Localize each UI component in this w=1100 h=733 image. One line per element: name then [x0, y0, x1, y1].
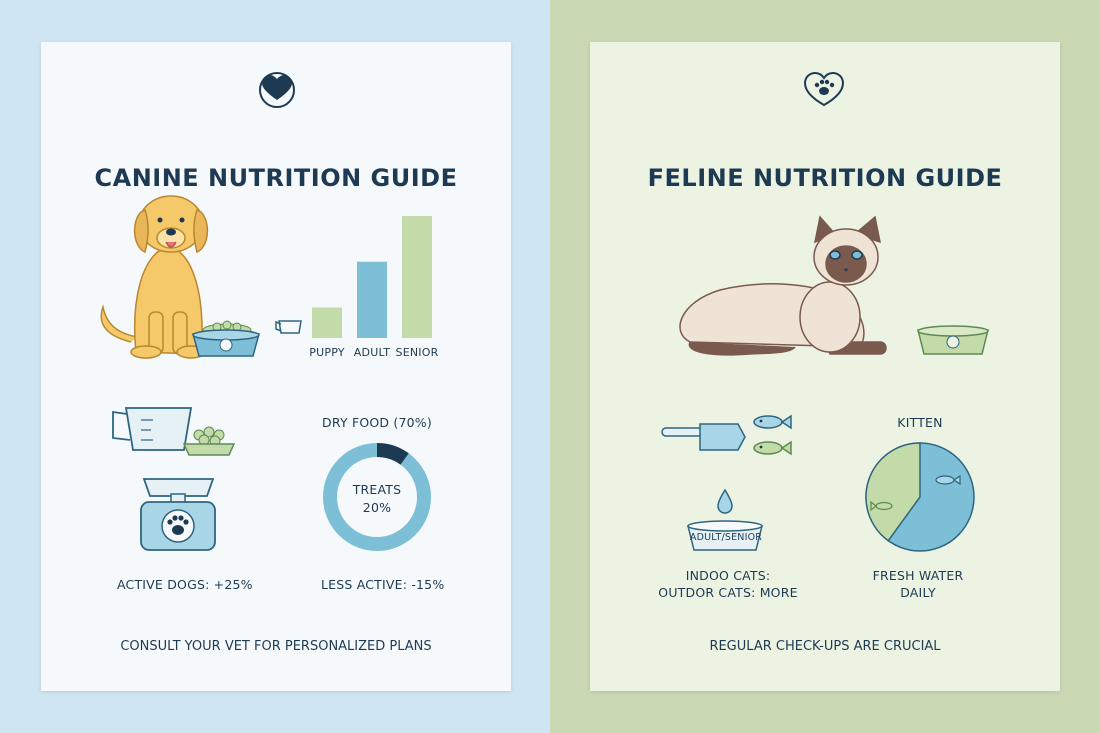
donut-segment-dark [376, 443, 409, 465]
measuring-cup-small-icon [275, 320, 302, 334]
bar-adult [357, 261, 387, 338]
food-donut-chart [323, 443, 431, 551]
cat-bowl-icon [917, 325, 989, 355]
less-active-label: LESS ACTIVE: -15% [321, 577, 445, 592]
fish-icon [753, 414, 792, 430]
bar-puppy [312, 307, 342, 338]
bar-label-adult: ADULT [353, 346, 391, 359]
canine-title: CANINE NUTRITION GUIDE [94, 164, 458, 192]
bar-label-senior: SENIOR [395, 346, 439, 359]
food-scoop-icon [661, 423, 746, 451]
active-dogs-label: ACTIVE DOGS: +25% [117, 577, 253, 592]
heart-paw-icon [803, 71, 845, 107]
fresh-water-daily-label: DAILY [900, 585, 936, 600]
bar-senior [402, 216, 432, 338]
feline-footer: REGULAR CHECK-UPS ARE CRUCIAL [709, 639, 941, 654]
fish-icon [753, 440, 792, 456]
pie-segment-green [865, 442, 921, 542]
heart-icon [259, 72, 295, 108]
feline-title: FELINE NUTRITION GUIDE [647, 164, 1003, 192]
water-drop-icon [717, 488, 733, 514]
outdoor-cats-label: OUTDOR CATS: MORE [658, 585, 798, 600]
canine-guide-card: CANINE NUTRITION GUIDE PUPPY ADULT SENIOR … [41, 42, 511, 691]
canine-footer: CONSULT YOUR VET FOR PERSONALIZED PLANS [120, 639, 432, 654]
food-scale-icon [140, 478, 216, 551]
dog-bowl-icon [192, 320, 260, 357]
pie-top-label: KITTEN [897, 415, 943, 430]
kibble-dish-icon [182, 426, 236, 456]
measuring-cup-icon [112, 407, 193, 451]
indoor-cats-label: INDOO CATS: [685, 568, 771, 583]
adult-senior-bowl-icon [687, 520, 763, 551]
donut-center-label: TREATS [352, 482, 402, 497]
donut-top-label: DRY FOOD (70%) [322, 415, 432, 430]
donut-center-value: 20% [362, 500, 392, 515]
kitten-pie-chart [865, 442, 975, 552]
fish-icon [870, 500, 893, 512]
bar-label-puppy: PUPPY [309, 346, 345, 359]
portion-bar-chart [312, 216, 432, 338]
cat-illustration [679, 215, 887, 356]
fish-icon [935, 474, 961, 486]
fresh-water-label: FRESH WATER [872, 568, 964, 583]
bowl-label: ADULT/SENIOR [689, 532, 763, 543]
dog-illustration [100, 195, 209, 359]
feline-guide-card: FELINE NUTRITION GUIDE ADULT/SENIOR KITT… [590, 42, 1060, 691]
